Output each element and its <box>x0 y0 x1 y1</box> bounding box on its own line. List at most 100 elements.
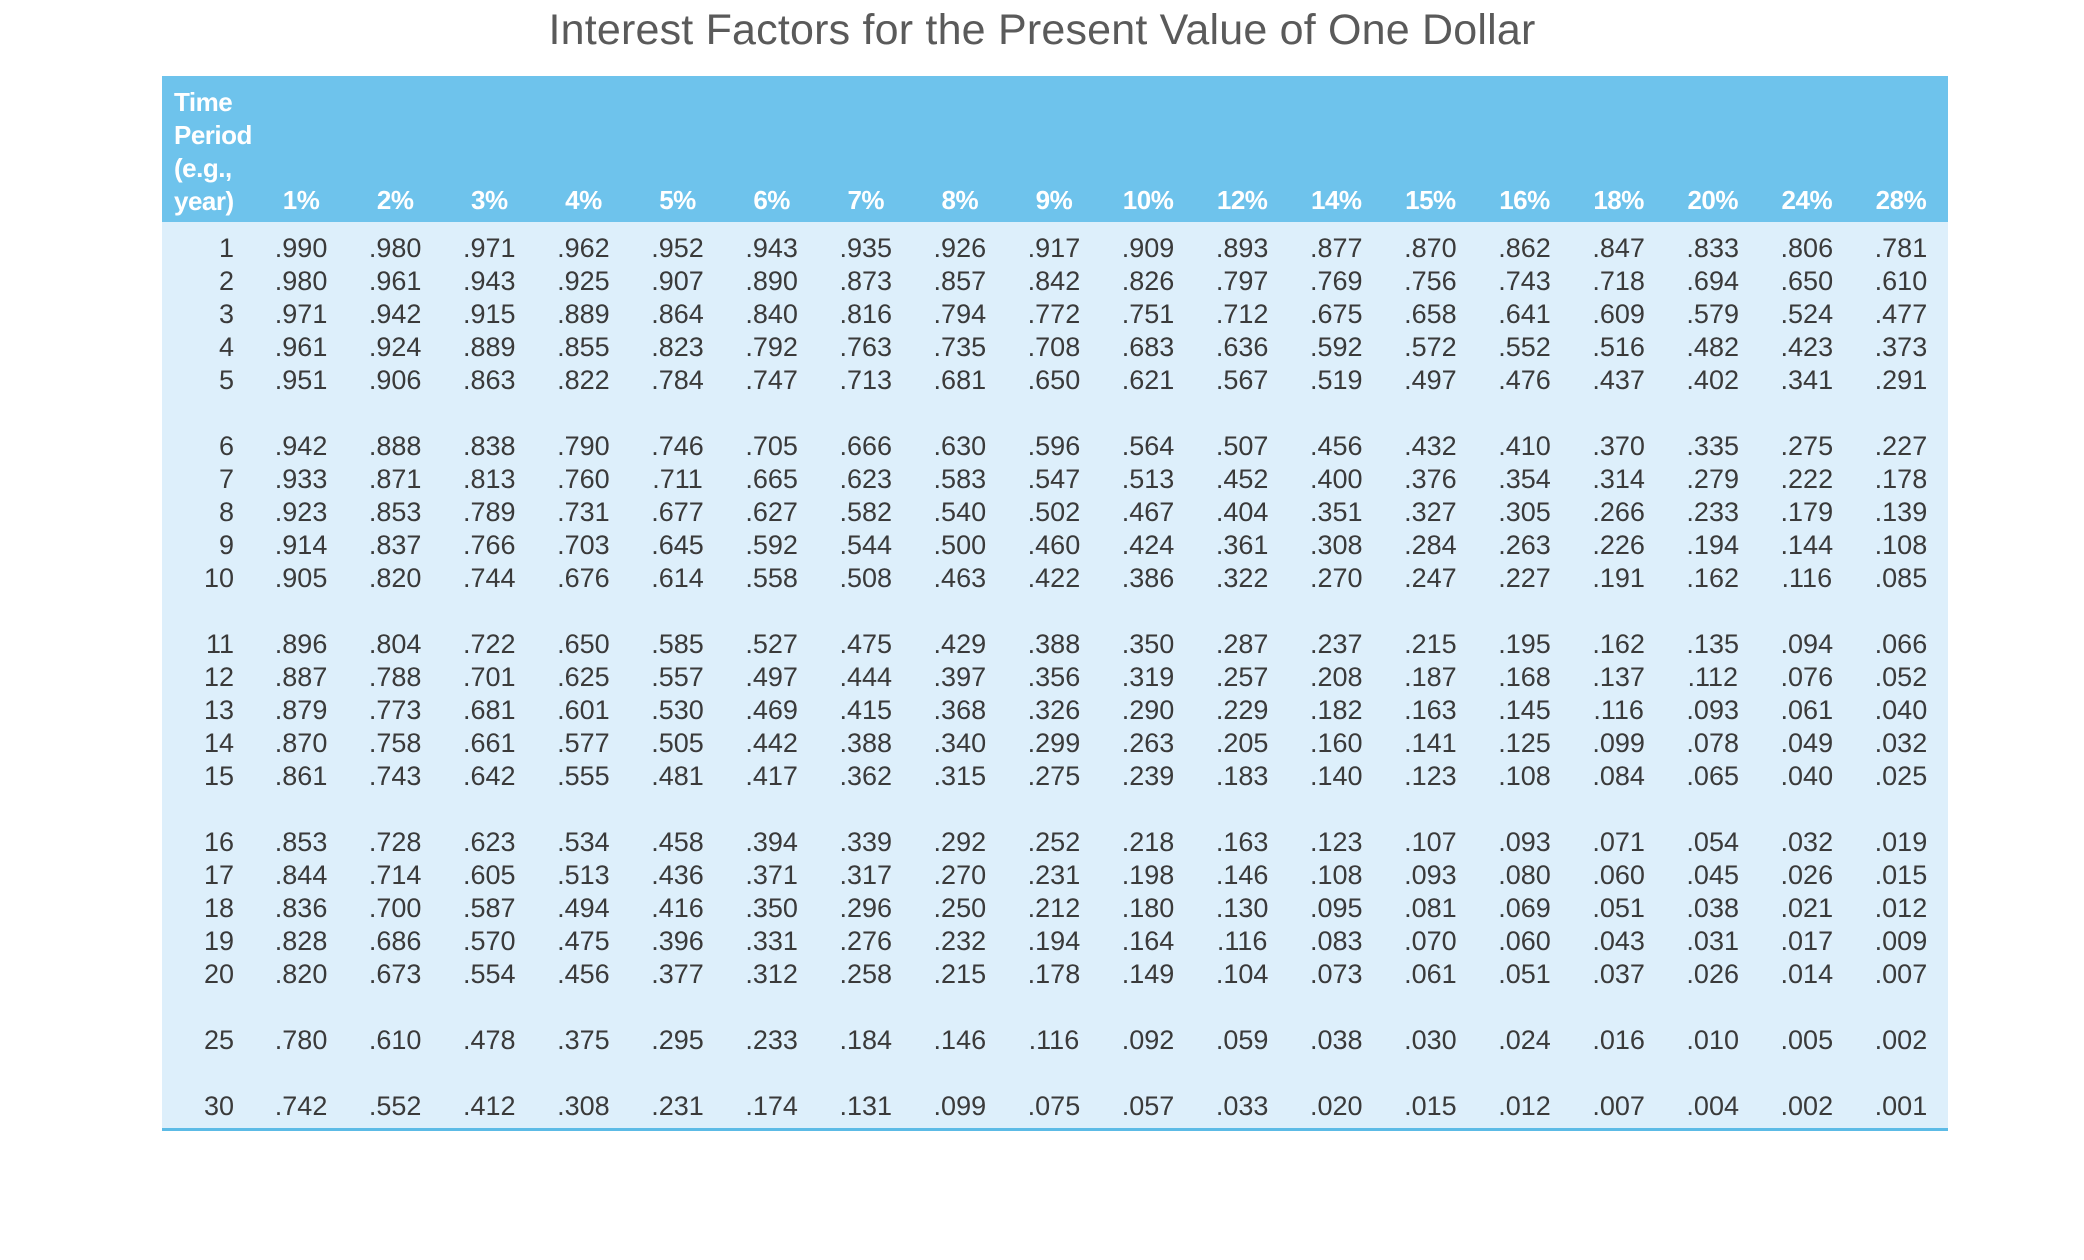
factor-cell: .108 <box>1874 530 1928 560</box>
factor-cell: .319 <box>1121 662 1175 692</box>
factor-cell: .266 <box>1592 497 1645 527</box>
factor-cell: .596 <box>1027 431 1081 461</box>
factor-cell: .437 <box>1592 365 1645 395</box>
factor-cell: .564 <box>1121 431 1175 461</box>
period-cell: 3 <box>218 299 235 329</box>
factor-cell: .838 <box>463 431 516 461</box>
factor-cell: .250 <box>933 893 987 923</box>
factor-cell: .341 <box>1780 365 1834 395</box>
period-cell: 11 <box>205 629 235 659</box>
table-row: 20 .820 .673 .554 .456 .377 .312 .258 .215 .178 .1… <box>162 958 1948 991</box>
factor-cell: .763 <box>839 332 892 362</box>
factor-cell: .820 <box>274 959 328 989</box>
factor-cell: .879 <box>274 695 328 725</box>
factor-cell: .789 <box>463 497 516 527</box>
factor-cell: .481 <box>651 761 704 791</box>
group-spacer <box>162 222 1948 232</box>
factor-cell: .475 <box>839 629 892 659</box>
factor-cell: .061 <box>1404 959 1457 989</box>
group-spacer <box>162 397 1948 430</box>
factor-cell: .295 <box>651 1025 704 1055</box>
factor-cell: .020 <box>1309 1091 1363 1121</box>
rate-header: 24% <box>1781 185 1833 215</box>
factor-cell: .388 <box>1027 629 1081 659</box>
factor-cell: .926 <box>933 233 987 263</box>
factor-cell: .233 <box>745 1025 798 1055</box>
factor-cell: .099 <box>1592 728 1645 758</box>
factor-cell: .610 <box>368 1025 422 1055</box>
factor-cell: .194 <box>1027 926 1081 956</box>
factor-cell: .665 <box>745 464 798 494</box>
factor-cell: .099 <box>933 1091 987 1121</box>
factor-cell: .182 <box>1309 695 1363 725</box>
factor-cell: .071 <box>1592 827 1645 857</box>
factor-cell: .627 <box>745 497 798 527</box>
factor-cell: .853 <box>274 827 328 857</box>
group-spacer <box>162 1057 1948 1090</box>
factor-cell: .226 <box>1592 530 1645 560</box>
factor-cell: .015 <box>1404 1091 1457 1121</box>
factor-cell: .040 <box>1874 695 1928 725</box>
factor-cell: .769 <box>1309 266 1363 296</box>
factor-cell: .402 <box>1686 365 1739 395</box>
period-cell: 13 <box>203 695 235 725</box>
factor-cell: .475 <box>557 926 610 956</box>
factor-cell: .010 <box>1686 1025 1739 1055</box>
group-spacer-cell <box>162 991 1948 1024</box>
factor-cell: .322 <box>1215 563 1269 593</box>
factor-cell: .527 <box>745 629 798 659</box>
factor-cell: .037 <box>1592 959 1645 989</box>
factor-cell: .093 <box>1686 695 1739 725</box>
factor-cell: .621 <box>1121 365 1175 395</box>
factor-cell: .735 <box>933 332 987 362</box>
table-row: 8 .923 .853 .789 .731 .677 .627 .582 .540 .502 .46… <box>162 496 1948 529</box>
factor-cell: .417 <box>745 761 798 791</box>
factor-cell: .396 <box>651 926 704 956</box>
factor-cell: .326 <box>1027 695 1081 725</box>
factor-cell: .794 <box>933 299 987 329</box>
factor-cell: .135 <box>1686 629 1739 659</box>
factor-cell: .073 <box>1309 959 1363 989</box>
factor-cell: .180 <box>1121 893 1175 923</box>
factor-cell: .394 <box>745 827 798 857</box>
rate-header: 8% <box>941 185 979 215</box>
factor-cell: .054 <box>1686 827 1739 857</box>
present-value-table: Time Period (e.g., year) 1% 2% 3% 4% 5% 6% 7% 8… <box>162 76 1948 1123</box>
group-spacer-cell <box>162 595 1948 628</box>
factor-cell: .540 <box>933 497 987 527</box>
factor-cell: .482 <box>1686 332 1739 362</box>
factor-cell: .350 <box>1121 629 1175 659</box>
factor-cell: .823 <box>651 332 704 362</box>
factor-cell: .888 <box>368 431 422 461</box>
table-row: 15 .861 .743 .642 .555 .481 .417 .362 .315 .275 .2… <box>162 760 1948 793</box>
factor-cell: .666 <box>839 431 892 461</box>
factor-cell: .215 <box>1404 629 1457 659</box>
factor-cell: .002 <box>1874 1025 1928 1055</box>
factor-cell: .416 <box>651 893 704 923</box>
factor-cell: .933 <box>274 464 328 494</box>
factor-cell: .623 <box>463 827 516 857</box>
factor-cell: .713 <box>839 365 892 395</box>
factor-cell: .744 <box>463 563 516 593</box>
factor-cell: .315 <box>933 761 987 791</box>
factor-cell: .592 <box>1309 332 1363 362</box>
factor-cell: .340 <box>933 728 987 758</box>
factor-cell: .038 <box>1686 893 1739 923</box>
factor-cell: .093 <box>1404 860 1457 890</box>
rate-header: 15% <box>1405 185 1456 215</box>
factor-cell: .370 <box>1592 431 1645 461</box>
factor-cell: .019 <box>1874 827 1928 857</box>
factor-cell: .239 <box>1121 761 1175 791</box>
factor-cell: .915 <box>463 299 516 329</box>
factor-cell: .711 <box>652 464 703 494</box>
factor-cell: .386 <box>1121 563 1175 593</box>
factor-cell: .146 <box>933 1025 987 1055</box>
factor-cell: .650 <box>1027 365 1081 395</box>
factor-cell: .296 <box>839 893 892 923</box>
factor-cell: .567 <box>1215 365 1269 395</box>
factor-cell: .961 <box>368 266 422 296</box>
factor-cell: .456 <box>1309 431 1363 461</box>
factor-cell: .746 <box>651 431 704 461</box>
factor-cell: .032 <box>1780 827 1834 857</box>
page-title: Interest Factors for the Present Value o… <box>548 6 1536 54</box>
